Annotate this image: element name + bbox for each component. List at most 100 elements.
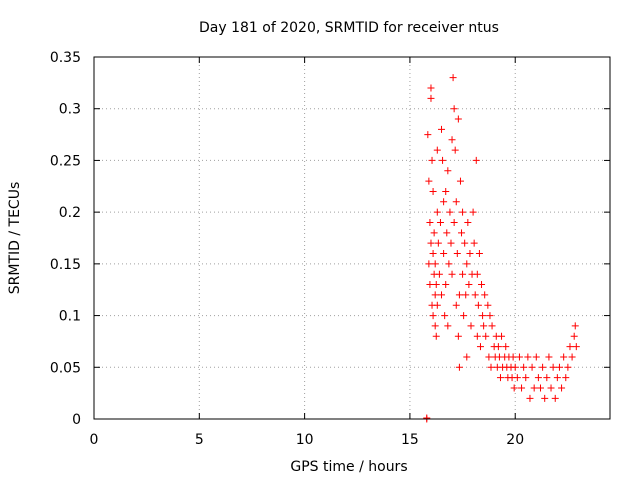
data-point (526, 394, 534, 402)
data-point (455, 363, 463, 371)
data-point (463, 353, 471, 361)
data-point (465, 281, 473, 289)
data-point (472, 156, 480, 164)
data-point (427, 94, 435, 102)
data-point (541, 394, 549, 402)
data-point (513, 374, 521, 382)
data-point (441, 312, 449, 320)
data-point (440, 198, 448, 206)
data-point (459, 208, 467, 216)
data-point (449, 74, 457, 82)
data-point (539, 363, 547, 371)
data-point (466, 250, 474, 258)
data-point (439, 156, 447, 164)
data-point (451, 146, 459, 154)
data-point (452, 301, 460, 309)
x-tick-label: 10 (296, 432, 314, 448)
data-point (424, 131, 432, 139)
data-point (431, 291, 439, 299)
data-point (454, 115, 462, 123)
data-point (460, 312, 468, 320)
chart-title: Day 181 of 2020, SRMTID for receiver ntu… (199, 20, 499, 36)
y-tick-label: 0.05 (50, 360, 81, 376)
data-point (454, 332, 462, 340)
x-tick-label: 20 (506, 432, 524, 448)
data-point (430, 229, 438, 237)
y-tick-label: 0 (72, 412, 81, 428)
data-point (473, 332, 481, 340)
data-point (485, 353, 493, 361)
y-tick-label: 0.1 (59, 309, 81, 325)
data-point (549, 363, 557, 371)
data-point (536, 384, 544, 392)
y-tick-label: 0.2 (59, 205, 81, 221)
data-point (464, 218, 472, 226)
data-point (425, 260, 433, 268)
data-point (502, 343, 510, 351)
data-point (428, 156, 436, 164)
data-point (447, 239, 455, 247)
data-point (476, 343, 484, 351)
data-points (423, 74, 580, 423)
grid-lines (94, 57, 610, 419)
data-point (543, 374, 551, 382)
data-point (532, 353, 540, 361)
data-point (479, 312, 487, 320)
data-point (534, 374, 542, 382)
data-point (474, 301, 482, 309)
data-point (498, 332, 506, 340)
data-point (570, 332, 578, 340)
y-tick-label: 0.15 (50, 257, 81, 273)
data-point (547, 384, 555, 392)
data-point (566, 343, 574, 351)
x-tick-label: 0 (90, 432, 99, 448)
data-point (478, 281, 486, 289)
data-point (562, 374, 570, 382)
data-point (431, 260, 439, 268)
data-point (459, 270, 467, 278)
data-point (568, 353, 576, 361)
x-tick-label: 5 (195, 432, 204, 448)
axis-ticks: 0 5 10 15 20 0 0.05 0.1 0.15 0.2 0.25 0.3 0.35 (50, 50, 610, 448)
data-point (433, 146, 441, 154)
data-point (461, 239, 469, 247)
data-point (453, 250, 461, 258)
data-point (429, 312, 437, 320)
data-point (429, 187, 437, 195)
data-point (450, 218, 458, 226)
data-point (471, 291, 479, 299)
data-point (522, 374, 530, 382)
data-point (433, 208, 441, 216)
y-axis-label: SRMTID / TECUs (7, 182, 23, 295)
data-point (469, 208, 477, 216)
plot-frame (93, 56, 611, 420)
data-point (467, 322, 475, 330)
data-point (572, 343, 580, 351)
data-point (444, 167, 452, 175)
data-point (511, 363, 519, 371)
data-point (435, 270, 443, 278)
data-point (515, 353, 523, 361)
data-point (438, 125, 446, 133)
data-point (434, 239, 442, 247)
data-point (436, 218, 444, 226)
data-point (450, 105, 458, 113)
data-point (448, 270, 456, 278)
y-tick-label: 0.3 (59, 102, 81, 118)
data-point (440, 250, 448, 258)
data-point (520, 363, 528, 371)
data-point (426, 218, 434, 226)
data-point (482, 332, 490, 340)
data-point (431, 322, 439, 330)
x-tick-label: 15 (401, 432, 419, 448)
data-point (426, 281, 434, 289)
data-point (475, 250, 483, 258)
data-point (427, 239, 435, 247)
data-point (486, 312, 494, 320)
data-point (555, 363, 563, 371)
data-point (487, 363, 495, 371)
data-point (558, 384, 566, 392)
data-point (442, 187, 450, 195)
data-point (443, 229, 451, 237)
